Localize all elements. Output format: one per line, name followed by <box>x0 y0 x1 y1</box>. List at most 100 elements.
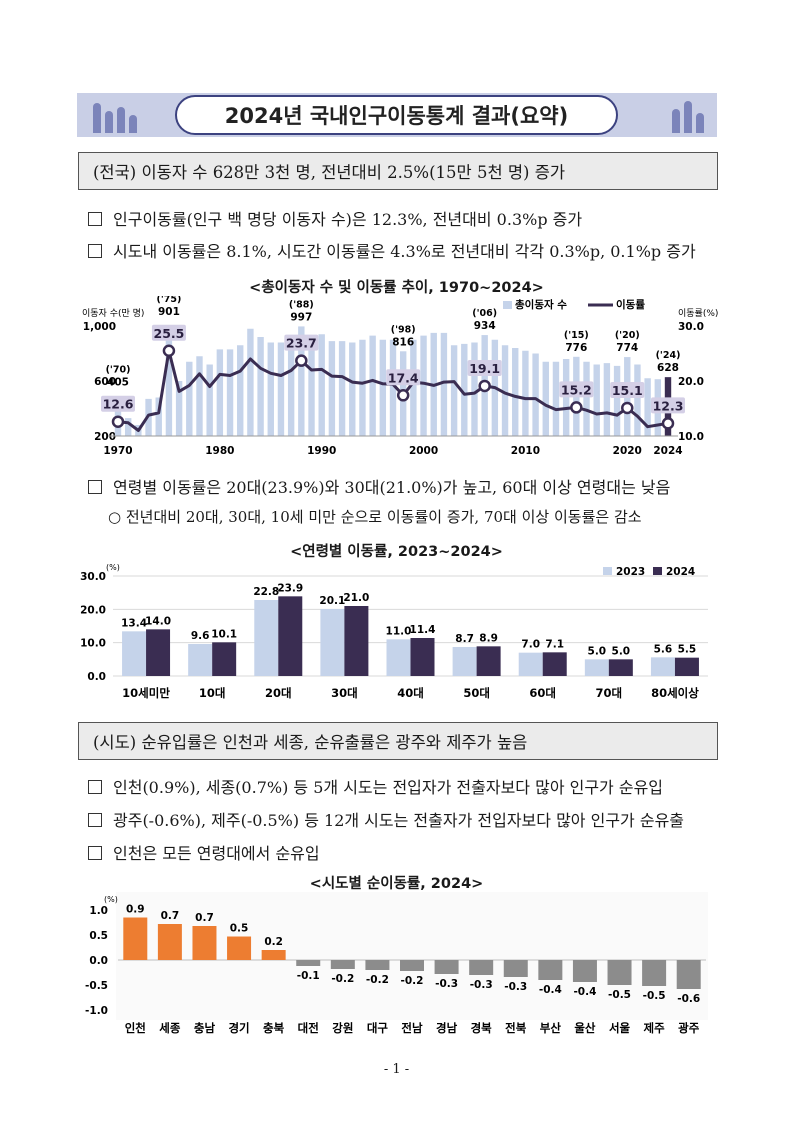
bar-movers <box>287 342 295 436</box>
movers-label: 405 <box>107 377 129 389</box>
y-tick-label: 20.0 <box>80 604 106 616</box>
bar-movers <box>471 342 478 436</box>
bar-movers <box>257 337 264 436</box>
value-label: -0.4 <box>573 986 596 998</box>
x-tick-label: 80세이상 <box>651 686 699 700</box>
rate-label: 12.3 <box>653 398 684 413</box>
y-axis-label: 이동자 수(만 명) <box>82 308 144 319</box>
bar-movers <box>186 361 193 436</box>
bar-movers <box>206 364 213 436</box>
sub-bullet: ○ 전년대비 20대, 30대, 10세 미만 순으로 이동률이 증가, 70대… <box>108 508 642 526</box>
rate-label-bg <box>651 397 685 414</box>
movers-label: 816 <box>392 336 414 348</box>
value-label: -0.5 <box>643 990 666 1002</box>
movers-label: 774 <box>616 342 638 354</box>
bar-movers <box>461 343 468 436</box>
bar-2023 <box>254 600 279 676</box>
y-tick-label: 600 <box>94 376 116 388</box>
legend-rate: 이동률 <box>616 298 645 311</box>
checkbox-square-icon <box>88 480 102 494</box>
bar-movers <box>298 326 305 436</box>
x-tick-label: 전북 <box>505 1021 527 1035</box>
bar-2024 <box>212 642 237 676</box>
year-annotation: ('15) <box>564 330 589 341</box>
movers-label: 934 <box>474 320 496 332</box>
y-tick-label: 1,000 <box>83 321 116 333</box>
movers-label: 776 <box>565 342 587 354</box>
x-tick-label: 인천 <box>125 1021 146 1035</box>
checkbox-square-icon <box>88 813 102 827</box>
chart-age-rate: (%) 0.0 10.0 20.0 30.0 13.414.0 10세미만 9.6 10.1 10… <box>80 563 708 700</box>
chart3-title: <시도별 순이동률, 2024> <box>309 876 484 892</box>
year-annotation: ('75) <box>157 296 182 305</box>
bar-movers <box>359 339 366 436</box>
value-label: 8.9 <box>479 632 498 644</box>
value-label: -0.3 <box>470 979 493 991</box>
banner-decoration <box>105 111 113 133</box>
bar-net-rate <box>572 960 597 982</box>
bar-net-rate <box>365 960 390 970</box>
bar-2023 <box>452 647 477 676</box>
rate-marker <box>570 401 583 414</box>
x-tick-label: 2000 <box>409 445 438 457</box>
x-tick-label: 대전 <box>298 1021 319 1035</box>
chart-net-migration: (%)1.0 0.5 0.0 -0.5 -1.0 0.9 인천 0.7 세종 0.7 충남 0.5 경기… <box>85 892 708 1035</box>
bar-net-rate <box>642 960 667 986</box>
bar-movers <box>196 356 203 436</box>
bullet-text: 인구이동률(인구 백 명당 이동자 수)은 12.3%, 전년대비 0.3%p … <box>113 210 583 229</box>
rate-label: 19.1 <box>469 361 500 376</box>
value-label: 0.7 <box>161 910 180 922</box>
x-tick-label: 1980 <box>205 445 234 457</box>
value-label: 11.0 <box>386 625 412 637</box>
legend-swatch <box>653 567 662 575</box>
bar-movers <box>440 332 448 436</box>
y-tick-label: -0.5 <box>85 980 108 992</box>
value-label: 20.1 <box>319 595 345 607</box>
bar-movers <box>634 364 641 436</box>
bar-movers <box>369 335 376 436</box>
x-tick-label: 10대 <box>199 686 226 700</box>
rate-label: 15.2 <box>561 382 592 397</box>
rate-label: 23.7 <box>286 336 317 351</box>
rate-marker <box>295 354 308 367</box>
y-tick-label: -1.0 <box>85 1005 108 1017</box>
y-tick-label: 0.5 <box>89 930 108 942</box>
legend-movers: 총이동자 수 <box>515 298 567 311</box>
value-label: 10.1 <box>211 628 237 640</box>
x-tick-label: 충남 <box>194 1021 216 1035</box>
y-tick-label: 10.0 <box>80 638 106 650</box>
bar-movers <box>542 361 549 436</box>
x-tick-label: 제주 <box>644 1021 666 1035</box>
bar-movers <box>165 339 173 436</box>
bar-net-rate <box>227 936 252 960</box>
bar-movers <box>216 349 224 436</box>
value-label: 0.5 <box>230 923 249 935</box>
bullet-text: 인천(0.9%), 세종(0.7%) 등 5개 시도는 전입자가 전출자보다 많… <box>113 778 664 797</box>
legend-label: 2024 <box>666 566 695 578</box>
rate-label-bg <box>101 395 135 412</box>
bullet-text: 인천은 모든 연령대에서 순유입 <box>113 844 320 863</box>
bar-movers <box>501 345 509 436</box>
bar-movers <box>124 418 132 436</box>
rate-marker <box>162 344 176 357</box>
value-label: -0.4 <box>539 984 562 996</box>
x-tick-label: 부산 <box>540 1021 562 1035</box>
x-tick-label: 10세미만 <box>122 686 170 700</box>
bar-2023 <box>584 659 609 676</box>
rate-label-bg <box>559 381 594 398</box>
bar-net-rate <box>400 960 424 971</box>
value-label: 0.7 <box>195 912 214 924</box>
checkbox-square-icon <box>88 846 102 860</box>
bar-2024 <box>608 659 633 676</box>
chart-movers-trend: 이동자 수(만 명) 이동률(%) 200 600 1,000 10.0 20.0 30.0 1… <box>82 296 718 457</box>
x-tick-label: 서울 <box>609 1021 631 1035</box>
bar-2024 <box>278 596 303 676</box>
value-label: 0.9 <box>126 904 145 916</box>
bullet-item: 광주(-0.6%), 제주(-0.5%) 등 12개 시도는 전출자가 전입자보… <box>88 807 684 831</box>
checkbox-square-icon <box>88 780 102 794</box>
value-label: 5.6 <box>654 643 673 655</box>
rate-marker <box>111 415 125 428</box>
bar-2023 <box>122 631 147 676</box>
bar-net-rate <box>676 960 701 989</box>
legend-label: 2023 <box>616 566 645 578</box>
